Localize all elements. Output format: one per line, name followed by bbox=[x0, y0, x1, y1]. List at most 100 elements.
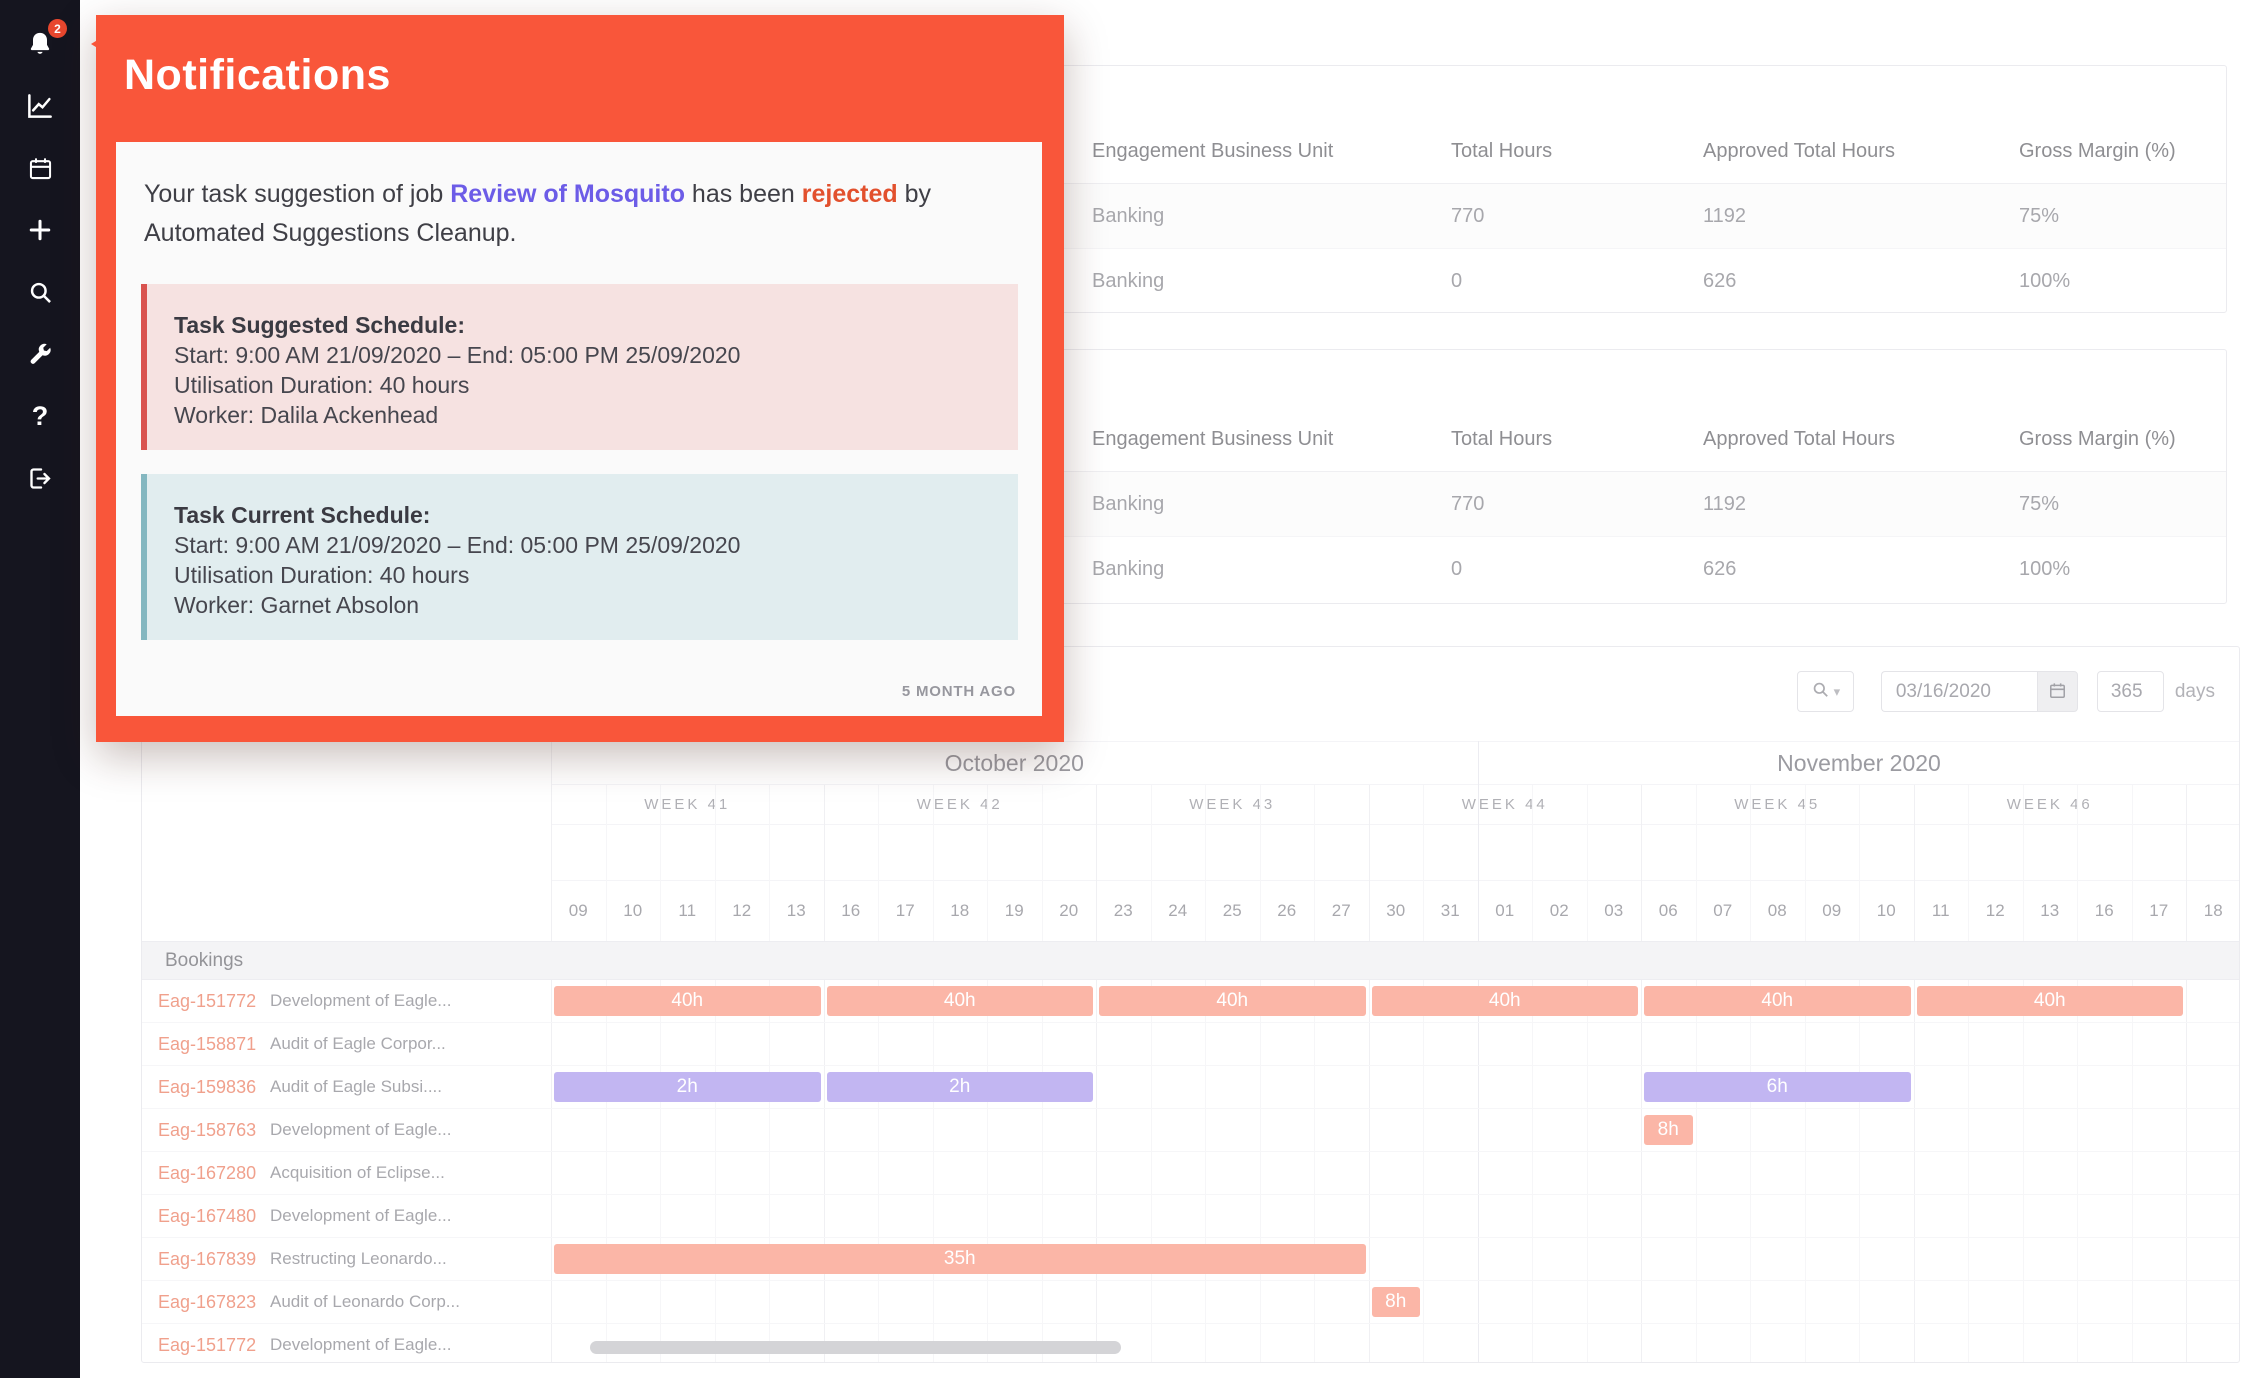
booking-name: Audit of Eagle Corpor... bbox=[270, 1034, 446, 1053]
booking-id-link[interactable]: Eag-151772 bbox=[158, 990, 257, 1011]
week-label: WEEK 41 bbox=[644, 796, 731, 813]
day-label: 03 bbox=[1604, 901, 1624, 920]
day-label: 11 bbox=[678, 901, 697, 920]
search-icon bbox=[27, 279, 54, 306]
table-cell: Banking bbox=[1092, 492, 1165, 515]
notification-badge: 2 bbox=[48, 19, 67, 38]
table-cell: 1192 bbox=[1703, 492, 1747, 515]
settings-button[interactable] bbox=[20, 334, 60, 374]
date-input[interactable] bbox=[1880, 671, 2037, 712]
booking-id-link[interactable]: Eag-158763 bbox=[158, 1119, 257, 1140]
booking-bar[interactable]: 40h bbox=[554, 986, 821, 1016]
booking-bar[interactable]: 40h bbox=[1099, 986, 1366, 1016]
job-link[interactable]: Review of Mosquito bbox=[450, 180, 685, 208]
bookings-rows: Eag-151772 Development of Eagle... 40h 40h 4… bbox=[142, 980, 2239, 1362]
table-cell: 100% bbox=[2019, 558, 2071, 580]
wrench-icon bbox=[27, 341, 53, 367]
booking-id-link[interactable]: Eag-151772 bbox=[158, 1334, 257, 1355]
search-icon bbox=[1811, 680, 1830, 704]
suggested-schedule-box: Task Suggested Schedule: Start: 9:00 AM … bbox=[141, 284, 1018, 450]
logout-button[interactable] bbox=[20, 458, 60, 498]
plus-icon bbox=[26, 216, 54, 244]
booking-name: Restructing Leonardo... bbox=[270, 1249, 447, 1268]
table-cell: 75% bbox=[2019, 204, 2060, 227]
booking-id-link[interactable]: Eag-159836 bbox=[158, 1076, 257, 1097]
notification-message: Your task suggestion of job Review of Mo… bbox=[141, 175, 934, 253]
booking-row: Eag-158871 Audit of Eagle Corpor... bbox=[142, 1023, 2239, 1066]
booking-row: Eag-151772 Development of Eagle... 40h 40h 4… bbox=[142, 980, 2239, 1023]
booking-id-link[interactable]: Eag-167839 bbox=[158, 1248, 257, 1269]
booking-id-link[interactable]: Eag-167280 bbox=[158, 1162, 257, 1183]
day-label: 20 bbox=[1059, 901, 1079, 920]
booking-name: Acquisition of Eclipse... bbox=[270, 1163, 445, 1182]
notification-timestamp: 5 MONTH AGO bbox=[901, 683, 1016, 700]
day-label: 26 bbox=[1277, 901, 1297, 920]
day-label: 16 bbox=[841, 901, 861, 920]
booking-name: Development of Eagle... bbox=[270, 1120, 452, 1139]
day-label: 12 bbox=[1985, 901, 2005, 920]
chart-icon bbox=[25, 91, 55, 121]
booking-label: Eag-151772 Development of Eagle... bbox=[142, 1324, 551, 1362]
analytics-button[interactable] bbox=[20, 86, 60, 126]
booking-grid: 35h bbox=[551, 1238, 2239, 1280]
booking-bar[interactable]: 2h bbox=[826, 1072, 1093, 1102]
booking-bar[interactable]: 8h bbox=[1644, 1115, 1693, 1145]
sidebar: 2 ? bbox=[0, 0, 80, 1378]
booking-row: Eag-159836 Audit of Eagle Subsi.... 2h 2h 6h bbox=[142, 1066, 2239, 1109]
table-cell: 770 bbox=[1451, 492, 1485, 515]
add-button[interactable] bbox=[20, 210, 60, 250]
day-label: 17 bbox=[2149, 901, 2169, 920]
notifications-button[interactable]: 2 bbox=[20, 19, 67, 64]
booking-label: Eag-167480 Development of Eagle... bbox=[142, 1195, 551, 1237]
suggested-schedule-dates: Start: 9:00 AM 21/09/2020 – End: 05:00 P… bbox=[174, 342, 741, 368]
gantt-toolbar: ▾ days bbox=[1796, 671, 2215, 712]
booking-grid: 40h 40h 40h 40h 40h 40h bbox=[551, 980, 2239, 1022]
calendar-button[interactable] bbox=[2036, 671, 2078, 712]
table-cell: 770 bbox=[1451, 204, 1485, 227]
horizontal-scrollbar[interactable] bbox=[590, 1341, 1121, 1354]
booking-bar[interactable]: 35h bbox=[554, 1244, 1366, 1274]
search-button[interactable] bbox=[20, 272, 60, 312]
booking-label: Eag-158871 Audit of Eagle Corpor... bbox=[142, 1023, 551, 1065]
booking-id-link[interactable]: Eag-167823 bbox=[158, 1291, 257, 1312]
booking-label: Eag-167280 Acquisition of Eclipse... bbox=[142, 1152, 551, 1194]
booking-bar[interactable]: 2h bbox=[554, 1072, 821, 1102]
booking-name: Development of Eagle... bbox=[270, 1206, 452, 1225]
day-label: 23 bbox=[1113, 901, 1133, 920]
table-cell: 626 bbox=[1703, 558, 1737, 580]
week-label: WEEK 42 bbox=[916, 796, 1003, 813]
booking-bar[interactable]: 40h bbox=[1371, 986, 1638, 1016]
notification-card: Your task suggestion of job Review of Mo… bbox=[116, 142, 1042, 716]
day-label: 18 bbox=[950, 901, 970, 920]
week-label: WEEK 45 bbox=[1734, 796, 1821, 813]
table-header-cell: Total Hours bbox=[1451, 140, 1553, 162]
month-header-row: October 2020 November 2020 bbox=[551, 741, 2239, 785]
booking-label: Eag-167839 Restructing Leonardo... bbox=[142, 1238, 551, 1280]
current-schedule-box: Task Current Schedule: Start: 9:00 AM 21… bbox=[141, 474, 1018, 640]
table-header-cell: Gross Margin (%) bbox=[2019, 428, 2176, 450]
booking-grid: 8h bbox=[551, 1281, 2239, 1323]
week-label: WEEK 43 bbox=[1189, 796, 1276, 813]
booking-bar[interactable]: 6h bbox=[1644, 1072, 1911, 1102]
booking-id-link[interactable]: Eag-158871 bbox=[158, 1033, 257, 1054]
booking-bar[interactable]: 40h bbox=[1644, 986, 1911, 1016]
booking-bar[interactable]: 40h bbox=[1916, 986, 2183, 1016]
booking-name: Audit of Leonardo Corp... bbox=[270, 1292, 460, 1311]
search-filter-dropdown[interactable]: ▾ bbox=[1796, 671, 1854, 712]
week-label: WEEK 46 bbox=[2006, 796, 2093, 813]
days-input[interactable] bbox=[2096, 671, 2164, 712]
day-label: 08 bbox=[1767, 901, 1787, 920]
day-label: 27 bbox=[1331, 901, 1351, 920]
booking-grid bbox=[551, 1023, 2239, 1065]
current-schedule-worker: Worker: Garnet Absolon bbox=[174, 592, 420, 618]
current-schedule-heading: Task Current Schedule: bbox=[174, 502, 431, 528]
timeline-spacer-row bbox=[551, 825, 2239, 881]
day-label: 25 bbox=[1222, 901, 1242, 920]
booking-bar[interactable]: 8h bbox=[1371, 1287, 1420, 1317]
day-label: 31 bbox=[1440, 901, 1460, 920]
schedule-button[interactable] bbox=[20, 148, 60, 188]
help-button[interactable]: ? bbox=[20, 396, 60, 436]
booking-bar[interactable]: 40h bbox=[826, 986, 1093, 1016]
week-header-row: WEEK 41 WEEK 42 WEEK 43 WEEK 44 WEEK 45 WEEK … bbox=[551, 785, 2239, 825]
booking-id-link[interactable]: Eag-167480 bbox=[158, 1205, 257, 1226]
